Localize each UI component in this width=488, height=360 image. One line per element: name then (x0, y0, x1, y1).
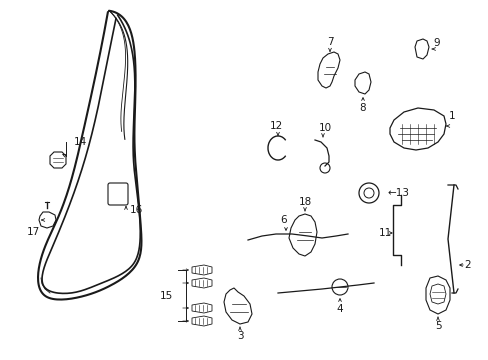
Text: 5: 5 (434, 321, 440, 331)
Polygon shape (224, 288, 251, 324)
Polygon shape (288, 214, 316, 256)
Text: 2: 2 (464, 260, 470, 270)
Polygon shape (317, 52, 339, 88)
Text: 3: 3 (236, 331, 243, 341)
Circle shape (331, 279, 347, 295)
Polygon shape (425, 276, 449, 314)
Text: 15: 15 (159, 291, 172, 301)
Text: ←13: ←13 (386, 188, 408, 198)
Text: 16: 16 (129, 205, 142, 215)
Text: 8: 8 (359, 103, 366, 113)
Polygon shape (414, 39, 428, 59)
Polygon shape (192, 265, 212, 275)
Text: 4: 4 (336, 304, 343, 314)
Polygon shape (354, 72, 370, 94)
FancyBboxPatch shape (108, 183, 128, 205)
Circle shape (358, 183, 378, 203)
Text: 6: 6 (280, 215, 287, 225)
Text: 11: 11 (378, 228, 391, 238)
Text: 12: 12 (269, 121, 282, 131)
Text: 18: 18 (298, 197, 311, 207)
Text: 10: 10 (318, 123, 331, 133)
Text: 17: 17 (26, 227, 40, 237)
Text: 9: 9 (433, 38, 439, 48)
Polygon shape (39, 212, 56, 228)
Polygon shape (192, 316, 212, 326)
Polygon shape (389, 108, 445, 150)
Polygon shape (429, 284, 445, 304)
Text: 14: 14 (73, 137, 86, 147)
Polygon shape (192, 303, 212, 313)
Polygon shape (192, 278, 212, 288)
Text: 1: 1 (448, 111, 454, 121)
Text: 7: 7 (326, 37, 333, 47)
Polygon shape (50, 152, 66, 168)
